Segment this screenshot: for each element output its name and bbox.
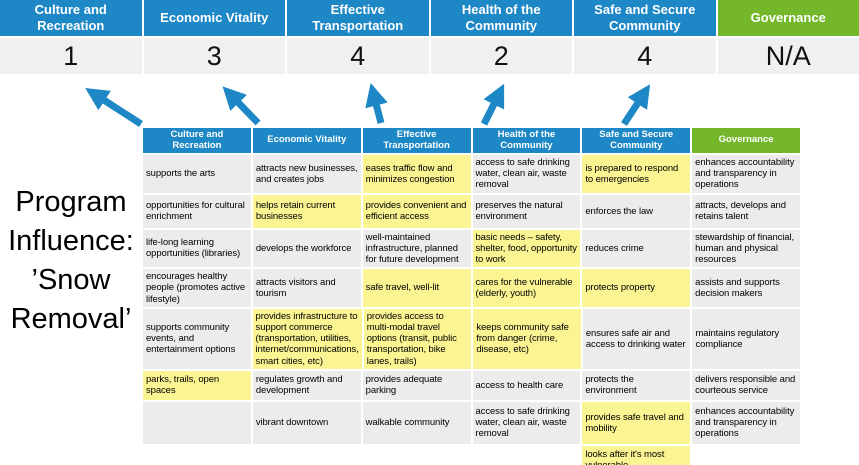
priority-header-governance: Governance xyxy=(717,0,859,38)
matrix-cell-highlighted: provides infrastructure to support comme… xyxy=(252,308,362,371)
matrix-row: encourages healthy people (promotes acti… xyxy=(143,269,800,309)
matrix-cell: opportunities for cultural enrichment xyxy=(143,194,251,230)
matrix-cell: attracts visitors and tourism xyxy=(252,269,361,309)
matrix-cell: attracts new businesses, and creates job… xyxy=(252,155,361,195)
matrix-cell: regulates growth and development xyxy=(252,370,361,402)
matrix-row: parks, trails, open spaces regulates grow… xyxy=(143,370,800,402)
matrix-cell-highlighted: keeps community safe from danger (crime,… xyxy=(473,308,581,371)
matrix-body: supports the arts attracts new businesses… xyxy=(143,155,800,465)
program-influence-title: Program Influence: ’Snow Removal’ xyxy=(0,183,142,339)
matrix-header-economic-vitality: Economic Vitality xyxy=(252,128,361,155)
scoreboard-column-culture-recreation: Culture and Recreation 1 xyxy=(0,0,142,74)
influence-matrix: Culture and Recreation Economic Vitality… xyxy=(143,128,800,465)
matrix-cell: develops the workforce xyxy=(252,229,361,270)
matrix-cell-highlighted: provides access to multi-modal travel op… xyxy=(363,308,472,371)
matrix-cell-highlighted: helps retain current businesses xyxy=(252,194,361,230)
scoreboard-column-safe-secure: Safe and Secure Community 4 xyxy=(574,0,716,74)
matrix-cell: delivers responsible and courteous servi… xyxy=(692,370,800,402)
matrix-cell: protects the environment xyxy=(582,370,691,402)
matrix-cell xyxy=(143,401,251,446)
matrix-cell: preserves the natural environment xyxy=(472,194,581,230)
priority-score-safe-secure: 4 xyxy=(574,38,716,74)
matrix-cell: life-long learning opportunities (librar… xyxy=(143,229,251,270)
matrix-cell: walkable community xyxy=(362,401,471,446)
matrix-row: looks after it's most vulnerable xyxy=(143,445,800,465)
matrix-cell: encourages healthy people (promotes acti… xyxy=(143,269,251,309)
matrix-cell xyxy=(472,445,581,465)
matrix-cell-highlighted: protects property xyxy=(582,269,691,309)
matrix-cell: stewardship of financial, human and phys… xyxy=(692,229,800,270)
matrix-cell: well-maintained infrastructure, planned … xyxy=(362,229,471,270)
matrix-cell: access to safe drinking water, clean air… xyxy=(472,155,581,195)
matrix-cell-highlighted: eases traffic flow and minimizes congest… xyxy=(362,155,471,195)
arrow-icon xyxy=(621,84,651,126)
matrix-row: vibrant downtown walkable community access… xyxy=(143,401,800,446)
matrix-cell: assists and supports decision makers xyxy=(692,269,800,309)
title-line: ’Snow xyxy=(31,264,111,296)
matrix-cell: access to health care xyxy=(472,370,581,402)
matrix-cell: maintains regulatory compliance xyxy=(692,308,800,371)
arrow-icon xyxy=(365,83,388,124)
matrix-row: supports community events, and entertain… xyxy=(143,308,800,371)
title-line: Influence: xyxy=(8,225,134,257)
matrix-cell: reduces crime xyxy=(582,229,691,270)
priority-score-health-community: 2 xyxy=(430,38,572,74)
priority-header-culture-recreation: Culture and Recreation xyxy=(0,0,142,38)
matrix-cell-highlighted: looks after it's most vulnerable xyxy=(582,445,691,465)
matrix-cell xyxy=(143,445,251,465)
priority-header-economic-vitality: Economic Vitality xyxy=(143,0,285,38)
matrix-cell-highlighted: is prepared to respond to emergencies xyxy=(582,155,691,195)
matrix-header-governance: Governance xyxy=(692,128,800,155)
priority-header-effective-transportation: Effective Transportation xyxy=(287,0,429,38)
matrix-cell-highlighted: parks, trails, open spaces xyxy=(143,370,251,402)
matrix-cell xyxy=(692,445,800,465)
matrix-header-health-community: Health of the Community xyxy=(472,128,581,155)
scoreboard-column-effective-transportation: Effective Transportation 4 xyxy=(287,0,429,74)
matrix-cell xyxy=(362,445,471,465)
arrow-icon xyxy=(480,83,505,126)
matrix-row: life-long learning opportunities (librar… xyxy=(143,229,800,270)
title-line: Removal’ xyxy=(10,303,132,335)
matrix-cell-highlighted: cares for the vulnerable (elderly, youth… xyxy=(472,269,581,309)
matrix-cell xyxy=(252,445,361,465)
priority-header-health-community: Health of the Community xyxy=(430,0,572,38)
arrow-icon xyxy=(222,86,261,126)
matrix-cell: enhances accountability and transparency… xyxy=(692,155,800,195)
matrix-cell: provides adequate parking xyxy=(362,370,471,402)
arrow-icon xyxy=(85,87,143,127)
matrix-cell: enhances accountability and transparency… xyxy=(692,401,800,446)
matrix-header-safe-secure: Safe and Secure Community xyxy=(582,128,691,155)
matrix-row: opportunities for cultural enrichment hel… xyxy=(143,194,800,230)
matrix-row: supports the arts attracts new businesses… xyxy=(143,155,800,195)
matrix-header-culture-recreation: Culture and Recreation xyxy=(143,128,251,155)
priority-score-economic-vitality: 3 xyxy=(143,38,285,74)
matrix-header-effective-transportation: Effective Transportation xyxy=(362,128,471,155)
matrix-cell-highlighted: provides convenient and efficient access xyxy=(362,194,471,230)
matrix-cell: vibrant downtown xyxy=(252,401,361,446)
scoreboard-column-health-community: Health of the Community 2 xyxy=(430,0,572,74)
priority-scoreboard: Culture and Recreation 1 Economic Vitali… xyxy=(0,0,859,74)
priority-score-governance: N/A xyxy=(717,38,859,74)
priority-score-effective-transportation: 4 xyxy=(287,38,429,74)
matrix-cell: supports the arts xyxy=(143,155,251,195)
priority-score-culture-recreation: 1 xyxy=(0,38,142,74)
priority-header-safe-secure: Safe and Secure Community xyxy=(574,0,716,38)
matrix-cell-highlighted: basic needs – safety, shelter, food, opp… xyxy=(472,229,581,270)
scoreboard-column-governance: Governance N/A xyxy=(717,0,859,74)
scoreboard-column-economic-vitality: Economic Vitality 3 xyxy=(143,0,285,74)
title-line: Program xyxy=(15,186,127,218)
matrix-cell-highlighted: safe travel, well-lit xyxy=(362,269,471,309)
matrix-cell: enforces the law xyxy=(582,194,691,230)
matrix-cell: supports community events, and entertain… xyxy=(143,308,251,371)
matrix-header-row: Culture and Recreation Economic Vitality… xyxy=(143,128,800,155)
matrix-cell-highlighted: provides safe travel and mobility xyxy=(582,401,691,446)
matrix-cell: attracts, develops and retains talent xyxy=(692,194,800,230)
matrix-cell: access to safe drinking water, clean air… xyxy=(472,401,581,446)
matrix-cell: ensures safe air and access to drinking … xyxy=(582,308,691,371)
influence-arrows xyxy=(85,83,651,127)
